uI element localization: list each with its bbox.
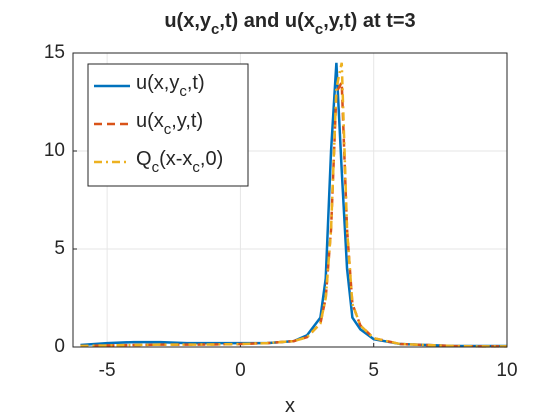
chart-title: u(x,yc,t) and u(xc,y,t) at t=3 [164, 10, 415, 38]
y-tick-label: 15 [44, 42, 65, 63]
x-tick-label: 0 [235, 360, 246, 381]
y-tick-label: 10 [44, 140, 65, 161]
legend-label: u(x,yc,t) [136, 72, 205, 100]
legend-label: u(xc,y,t) [136, 110, 203, 138]
series-line [80, 62, 507, 348]
x-tick-label: 5 [368, 360, 379, 381]
y-tick-label: 5 [54, 238, 65, 259]
legend-label: Qc(x-xc,0) [136, 148, 223, 176]
x-tick-label: -5 [99, 360, 116, 381]
x-tick-label: 10 [496, 360, 517, 381]
x-axis-label: x [285, 395, 295, 417]
axes-box [72, 52, 508, 348]
y-tick-label: 0 [54, 336, 65, 357]
